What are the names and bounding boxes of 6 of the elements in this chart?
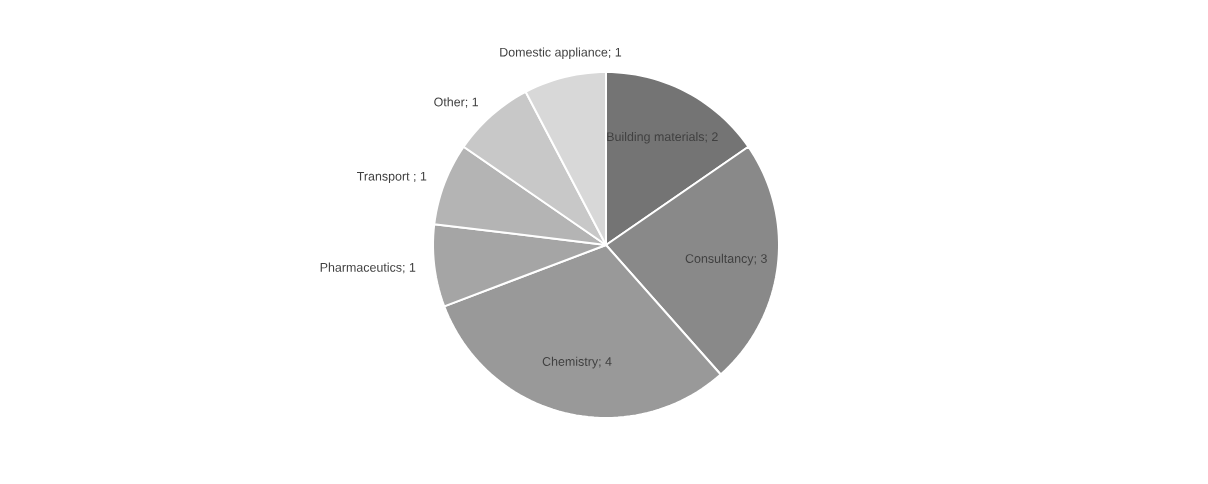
slice-label: Other; 1 (434, 97, 478, 108)
slice-label: Chemistry; 4 (542, 356, 612, 369)
slice-label: Pharmaceutics; 1 (320, 262, 416, 274)
slice-label: Consultancy; 3 (685, 253, 767, 266)
slice-label: Transport ; 1 (357, 171, 427, 184)
slice-label: Domestic appliance; 1 (500, 47, 622, 60)
